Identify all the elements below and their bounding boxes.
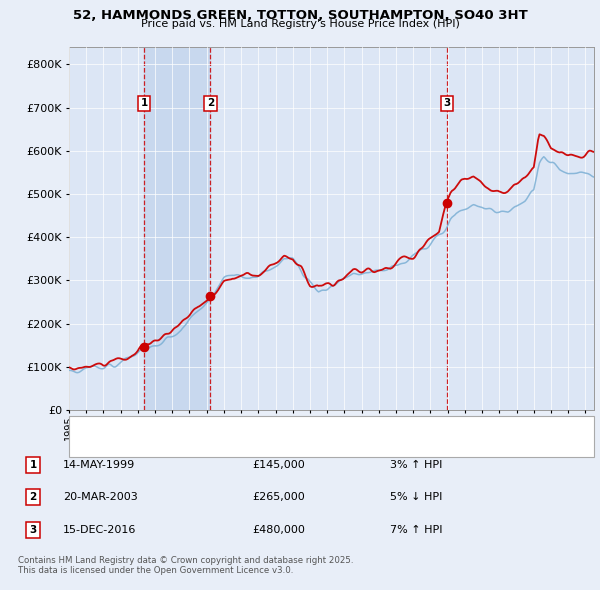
Text: 14-MAY-1999: 14-MAY-1999 [63,460,135,470]
Text: £145,000: £145,000 [252,460,305,470]
Text: 52, HAMMONDS GREEN, TOTTON, SOUTHAMPTON, SO40 3HT: 52, HAMMONDS GREEN, TOTTON, SOUTHAMPTON,… [73,9,527,22]
Text: 3% ↑ HPI: 3% ↑ HPI [390,460,442,470]
Text: —: — [75,416,91,431]
Text: 20-MAR-2003: 20-MAR-2003 [63,493,138,502]
Text: 7% ↑ HPI: 7% ↑ HPI [390,525,443,535]
Text: —: — [75,434,91,449]
Text: 2: 2 [207,99,214,109]
Text: Contains HM Land Registry data © Crown copyright and database right 2025.
This d: Contains HM Land Registry data © Crown c… [18,556,353,575]
Bar [144,47,211,410]
Text: 1: 1 [140,99,148,109]
Text: 1: 1 [29,460,37,470]
Text: 2: 2 [29,493,37,502]
Text: Price paid vs. HM Land Registry's House Price Index (HPI): Price paid vs. HM Land Registry's House … [140,19,460,30]
Text: £480,000: £480,000 [252,525,305,535]
Text: £265,000: £265,000 [252,493,305,502]
Text: 52, HAMMONDS GREEN, TOTTON, SOUTHAMPTON, SO40 3HT (detached house): 52, HAMMONDS GREEN, TOTTON, SOUTHAMPTON,… [96,419,491,428]
Text: 3: 3 [29,525,37,535]
Text: 5% ↓ HPI: 5% ↓ HPI [390,493,442,502]
Text: 3: 3 [443,99,451,109]
Text: HPI: Average price, detached house, New Forest: HPI: Average price, detached house, New … [96,437,336,446]
Text: 15-DEC-2016: 15-DEC-2016 [63,525,136,535]
